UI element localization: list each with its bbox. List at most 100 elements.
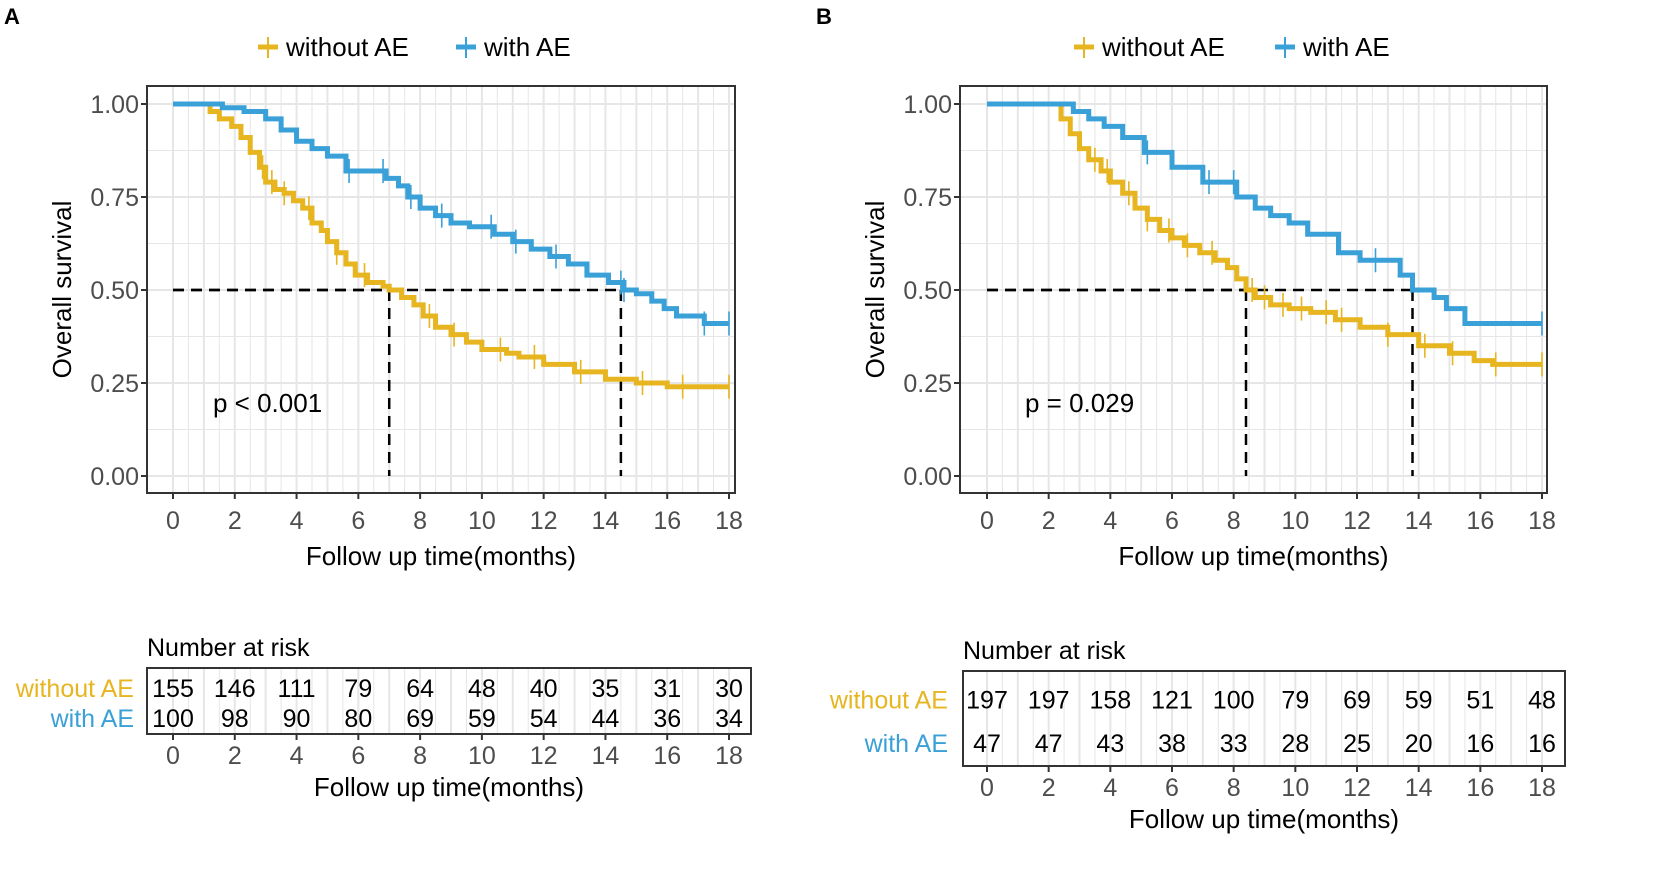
- x-tick-label: 6: [351, 507, 365, 535]
- risk-x-tick-label: 4: [1103, 774, 1117, 802]
- y-tick-label: 1.00: [903, 91, 952, 119]
- risk-value: 197: [966, 687, 1008, 715]
- risk-x-tick-label: 8: [413, 742, 427, 770]
- risk-value: 111: [278, 675, 316, 703]
- risk-row-label: without AE: [829, 687, 948, 715]
- x-tick-label: 18: [715, 507, 743, 535]
- risk-x-tick-label: 18: [715, 742, 743, 770]
- panel-label: A: [4, 4, 20, 29]
- x-tick-label: 10: [1281, 507, 1309, 535]
- risk-table-border: [146, 667, 752, 735]
- risk-value: 48: [1528, 687, 1556, 715]
- survival-curve-with-ae: [987, 101, 1542, 326]
- risk-value: 59: [1405, 687, 1433, 715]
- risk-value: 90: [283, 705, 311, 733]
- risk-x-axis-label: Follow up time(months): [314, 772, 584, 802]
- risk-x-tick-label: 8: [1227, 774, 1241, 802]
- legend: without AE with AE: [258, 32, 571, 62]
- y-tick-label: 0.00: [90, 463, 139, 491]
- p-value: p = 0.029: [1025, 388, 1134, 418]
- x-tick-label: 6: [1165, 507, 1179, 535]
- risk-x-tick-label: 10: [1281, 774, 1309, 802]
- panel-label: B: [816, 4, 832, 29]
- risk-row-label: with AE: [864, 730, 948, 758]
- risk-value: 31: [653, 675, 681, 703]
- risk-value: 40: [530, 675, 558, 703]
- x-tick-label: 12: [530, 507, 558, 535]
- y-tick-label: 0.50: [903, 277, 952, 305]
- x-tick-label: 2: [228, 507, 242, 535]
- risk-value: 28: [1281, 730, 1309, 758]
- y-tick-label: 0.75: [903, 184, 952, 212]
- x-tick-label: 2: [1042, 507, 1056, 535]
- risk-value: 43: [1096, 730, 1124, 758]
- risk-x-tick-label: 10: [468, 742, 496, 770]
- risk-x-tick-label: 14: [592, 742, 620, 770]
- x-tick-label: 4: [290, 507, 304, 535]
- legend-label: with AE: [1302, 32, 1390, 62]
- risk-value: 197: [1028, 687, 1070, 715]
- y-tick-label: 0.50: [90, 277, 139, 305]
- risk-x-axis-label: Follow up time(months): [1129, 804, 1399, 834]
- risk-value: 59: [468, 705, 496, 733]
- risk-value: 54: [530, 705, 558, 733]
- risk-value: 64: [406, 675, 434, 703]
- risk-x-tick-label: 2: [1042, 774, 1056, 802]
- x-tick-label: 10: [468, 507, 496, 535]
- risk-x-tick-label: 16: [1466, 774, 1494, 802]
- risk-row-label: with AE: [50, 705, 134, 733]
- risk-x-tick-label: 0: [980, 774, 994, 802]
- legend-label: without AE: [1101, 32, 1225, 62]
- risk-value: 48: [468, 675, 496, 703]
- y-tick-label: 1.00: [90, 91, 139, 119]
- risk-x-tick-label: 2: [228, 742, 242, 770]
- risk-value: 33: [1220, 730, 1248, 758]
- risk-value: 35: [592, 675, 620, 703]
- y-axis-label: Overall survival: [47, 201, 77, 379]
- risk-value: 121: [1151, 687, 1193, 715]
- risk-value: 47: [973, 730, 1001, 758]
- risk-x-tick-label: 16: [653, 742, 681, 770]
- risk-row-label: without AE: [15, 675, 134, 703]
- risk-x-tick-label: 6: [351, 742, 365, 770]
- risk-value: 155: [152, 675, 194, 703]
- risk-table-title: Number at risk: [963, 637, 1126, 665]
- y-tick-label: 0.00: [903, 463, 952, 491]
- survival-curve-with-ae: [173, 101, 729, 326]
- y-tick-label: 0.25: [90, 370, 139, 398]
- x-tick-label: 0: [166, 507, 180, 535]
- survival-curve-without-ae: [173, 101, 729, 390]
- risk-table-area: [147, 668, 751, 734]
- x-tick-label: 14: [1405, 507, 1433, 535]
- risk-value: 34: [715, 705, 743, 733]
- y-tick-label: 0.25: [903, 370, 952, 398]
- risk-value: 20: [1405, 730, 1433, 758]
- risk-value: 51: [1466, 687, 1494, 715]
- risk-value: 44: [592, 705, 620, 733]
- risk-value: 25: [1343, 730, 1371, 758]
- x-tick-label: 0: [980, 507, 994, 535]
- x-tick-label: 14: [592, 507, 620, 535]
- risk-x-tick-label: 18: [1528, 774, 1556, 802]
- risk-value: 36: [653, 705, 681, 733]
- legend-label: without AE: [285, 32, 409, 62]
- risk-value: 69: [1343, 687, 1371, 715]
- x-tick-label: 12: [1343, 507, 1371, 535]
- risk-value: 80: [344, 705, 372, 733]
- risk-value: 16: [1466, 730, 1494, 758]
- x-axis-label: Follow up time(months): [1118, 541, 1388, 571]
- risk-x-tick-label: 4: [290, 742, 304, 770]
- legend-label: with AE: [483, 32, 571, 62]
- risk-value: 100: [152, 705, 194, 733]
- risk-x-tick-label: 12: [1343, 774, 1371, 802]
- p-value: p < 0.001: [213, 388, 322, 418]
- risk-value: 38: [1158, 730, 1186, 758]
- x-tick-label: 18: [1528, 507, 1556, 535]
- risk-value: 158: [1089, 687, 1131, 715]
- risk-value: 30: [715, 675, 743, 703]
- risk-x-tick-label: 0: [166, 742, 180, 770]
